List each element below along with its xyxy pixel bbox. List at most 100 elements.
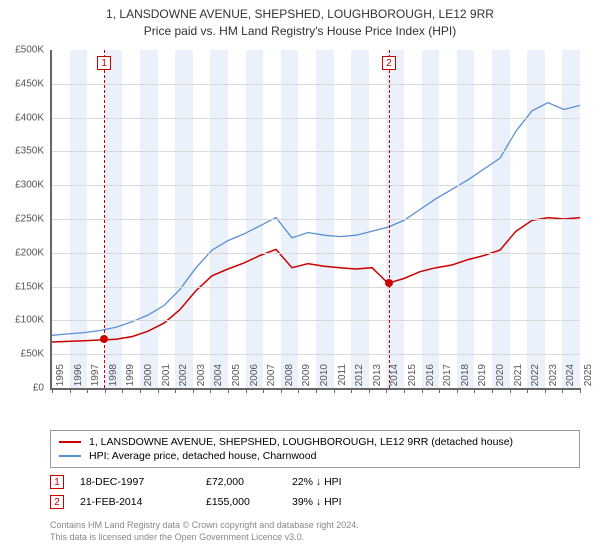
footer-attribution: Contains HM Land Registry data © Crown c…: [50, 520, 580, 543]
x-tick: [457, 388, 458, 393]
x-axis-label: 2008: [284, 364, 295, 394]
x-axis-label: 2004: [213, 364, 224, 394]
x-axis-label: 2001: [161, 364, 172, 394]
title-line-1: 1, LANSDOWNE AVENUE, SHEPSHED, LOUGHBORO…: [0, 6, 600, 23]
x-axis-label: 1996: [73, 364, 84, 394]
series-line-property: [52, 218, 580, 342]
gridline: [52, 84, 580, 85]
y-axis-label: £500K: [0, 45, 44, 56]
x-tick: [52, 388, 53, 393]
x-axis-label: 2012: [354, 364, 365, 394]
x-axis-label: 2023: [548, 364, 559, 394]
x-tick: [158, 388, 159, 393]
gridline: [52, 320, 580, 321]
legend: 1, LANSDOWNE AVENUE, SHEPSHED, LOUGHBORO…: [50, 430, 580, 468]
x-axis-label: 2010: [319, 364, 330, 394]
transaction-delta: 39% ↓ HPI: [292, 496, 392, 508]
legend-label: HPI: Average price, detached house, Char…: [89, 450, 316, 462]
x-tick: [246, 388, 247, 393]
x-axis-label: 2013: [372, 364, 383, 394]
x-tick: [105, 388, 106, 393]
gridline: [52, 354, 580, 355]
transaction-date: 18-DEC-1997: [80, 476, 190, 488]
x-axis-label: 2007: [266, 364, 277, 394]
transaction-table: 118-DEC-1997£72,00022% ↓ HPI221-FEB-2014…: [50, 472, 580, 512]
x-axis-label: 2019: [477, 364, 488, 394]
x-tick: [545, 388, 546, 393]
legend-item: 1, LANSDOWNE AVENUE, SHEPSHED, LOUGHBORO…: [59, 435, 571, 449]
x-tick: [369, 388, 370, 393]
x-axis-label: 2018: [460, 364, 471, 394]
x-tick: [298, 388, 299, 393]
transaction-marker-line: [389, 50, 390, 388]
x-tick: [351, 388, 352, 393]
footer-line-1: Contains HM Land Registry data © Crown c…: [50, 520, 580, 532]
x-axis-label: 1997: [90, 364, 101, 394]
transaction-number: 1: [50, 475, 64, 489]
x-tick: [334, 388, 335, 393]
x-tick: [175, 388, 176, 393]
x-tick: [263, 388, 264, 393]
x-tick: [228, 388, 229, 393]
x-axis-label: 2017: [442, 364, 453, 394]
x-tick: [386, 388, 387, 393]
x-tick: [439, 388, 440, 393]
x-axis-label: 2020: [495, 364, 506, 394]
x-axis-label: 1999: [125, 364, 136, 394]
x-tick: [193, 388, 194, 393]
x-tick: [140, 388, 141, 393]
x-tick: [87, 388, 88, 393]
x-tick: [210, 388, 211, 393]
title-line-2: Price paid vs. HM Land Registry's House …: [0, 23, 600, 40]
transaction-marker-dot: [100, 335, 108, 343]
transaction-price: £155,000: [206, 496, 276, 508]
x-axis-label: 1995: [55, 364, 66, 394]
x-tick: [404, 388, 405, 393]
gridline: [52, 185, 580, 186]
gridline: [52, 151, 580, 152]
x-axis-label: 2000: [143, 364, 154, 394]
y-axis-label: £150K: [0, 281, 44, 292]
gridline: [52, 253, 580, 254]
x-axis-label: 2024: [565, 364, 576, 394]
x-tick: [281, 388, 282, 393]
y-axis-label: £50K: [0, 349, 44, 360]
x-tick: [562, 388, 563, 393]
y-axis-label: £300K: [0, 180, 44, 191]
x-axis-label: 2015: [407, 364, 418, 394]
legend-label: 1, LANSDOWNE AVENUE, SHEPSHED, LOUGHBORO…: [89, 436, 513, 448]
chart-title: 1, LANSDOWNE AVENUE, SHEPSHED, LOUGHBORO…: [0, 0, 600, 40]
x-tick: [492, 388, 493, 393]
x-tick: [122, 388, 123, 393]
x-tick: [510, 388, 511, 393]
chart-area: £0£50K£100K£150K£200K£250K£300K£350K£400…: [50, 50, 580, 390]
transaction-marker-label: 1: [97, 56, 111, 70]
transaction-delta: 22% ↓ HPI: [292, 476, 392, 488]
gridline: [52, 219, 580, 220]
x-axis-label: 2006: [249, 364, 260, 394]
x-axis-label: 2025: [583, 364, 594, 394]
x-axis-label: 2003: [196, 364, 207, 394]
legend-swatch: [59, 455, 81, 457]
y-axis-label: £450K: [0, 78, 44, 89]
gridline: [52, 287, 580, 288]
legend-item: HPI: Average price, detached house, Char…: [59, 449, 571, 463]
x-axis-label: 2005: [231, 364, 242, 394]
transaction-row: 221-FEB-2014£155,00039% ↓ HPI: [50, 492, 580, 512]
y-axis-label: £200K: [0, 247, 44, 258]
y-axis-label: £0: [0, 383, 44, 394]
transaction-row: 1 18-DEC-1997 £72,000 22% ↓ HPI: [50, 472, 580, 492]
x-axis-label: 2002: [178, 364, 189, 394]
legend-swatch: [59, 441, 81, 443]
x-axis-label: 2016: [425, 364, 436, 394]
x-tick: [422, 388, 423, 393]
x-axis-label: 2021: [513, 364, 524, 394]
x-tick: [316, 388, 317, 393]
x-axis-label: 2022: [530, 364, 541, 394]
transaction-price: £72,000: [206, 476, 276, 488]
plot: £0£50K£100K£150K£200K£250K£300K£350K£400…: [50, 50, 580, 390]
x-tick: [474, 388, 475, 393]
x-axis-label: 2009: [301, 364, 312, 394]
transaction-marker-dot: [385, 279, 393, 287]
x-tick: [580, 388, 581, 393]
